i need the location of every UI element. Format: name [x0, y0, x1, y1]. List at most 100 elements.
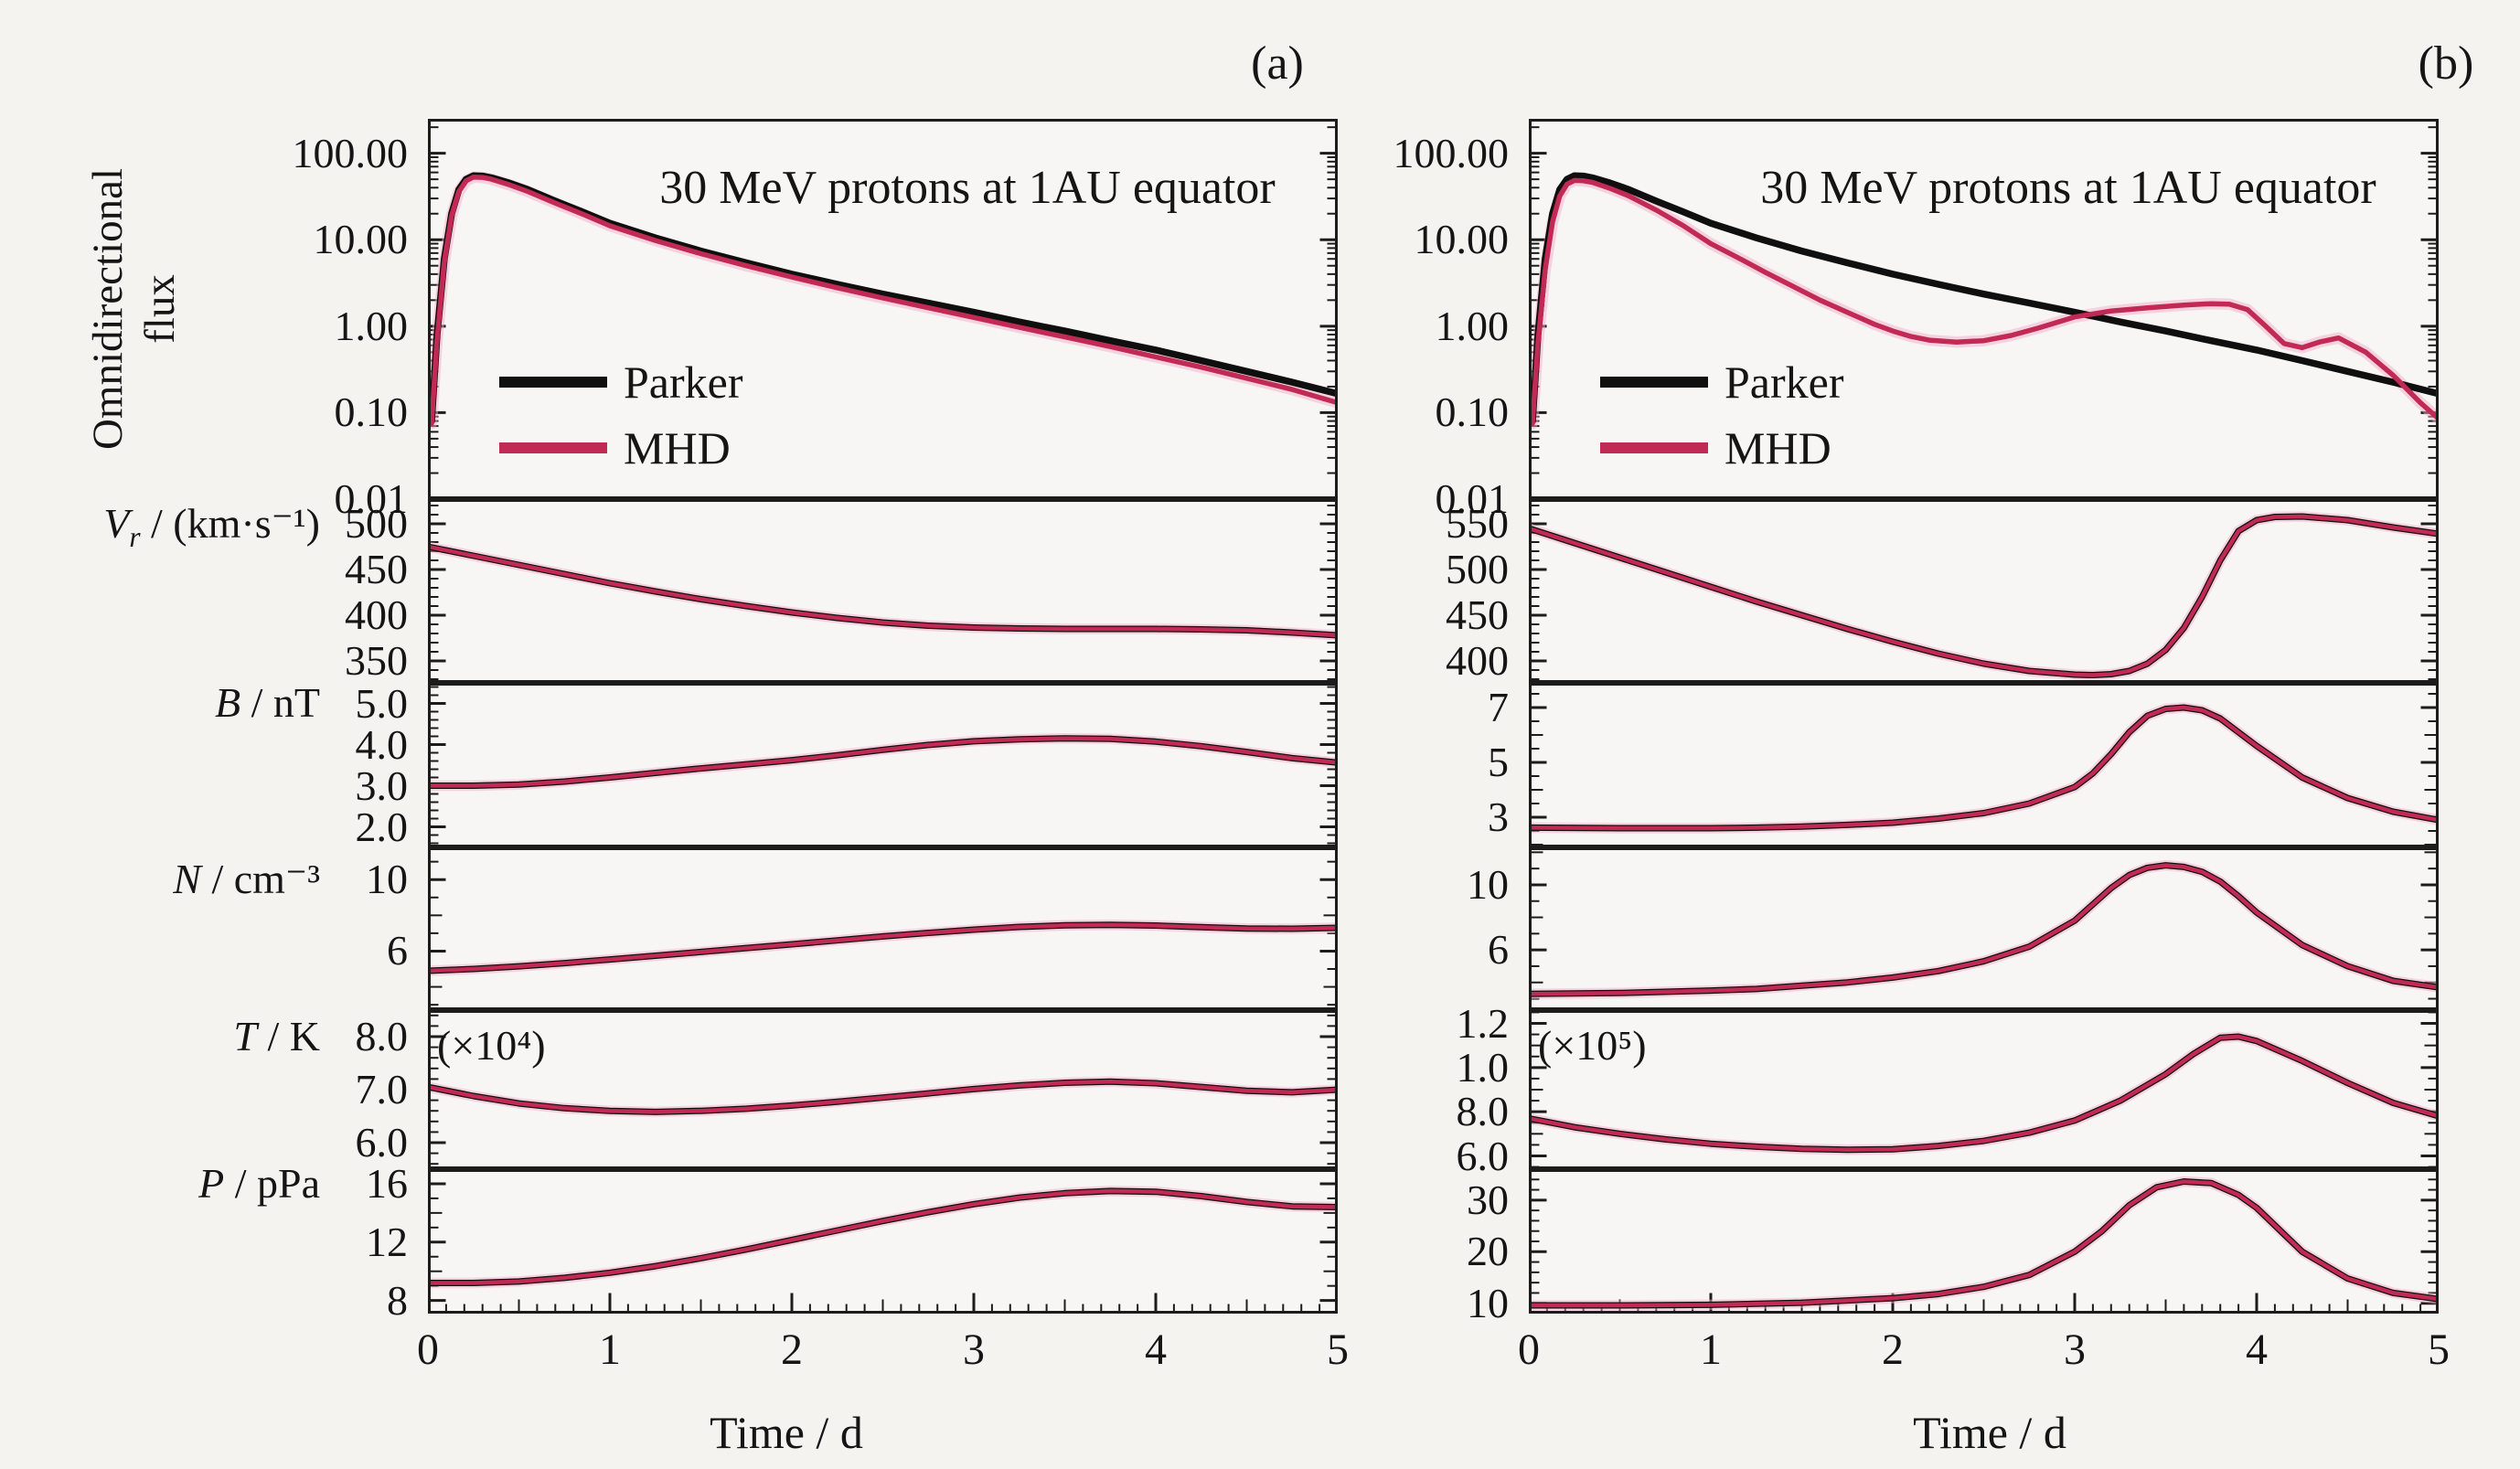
panel-a-b [428, 683, 1338, 847]
y-axis-label-vr: Vr / (km·s⁻¹) [55, 499, 320, 562]
x-ticks [428, 1293, 1338, 1312]
panel-border [428, 683, 1338, 847]
y-tick-label: 10 [1467, 860, 1509, 908]
x-tick-label: 5 [1327, 1325, 1349, 1374]
y-ticks [430, 505, 1336, 680]
y-tick-label: 1.0 [1456, 1043, 1510, 1091]
y-tick-label: 3.0 [355, 761, 409, 809]
y-tick-label: 2.0 [355, 803, 409, 850]
panel-a-t: (×10⁴) [428, 1010, 1338, 1169]
curves [428, 1076, 1338, 1118]
y-tick-label: 3 [1488, 793, 1509, 840]
mhd-curve [1529, 514, 2439, 677]
mhd-curve [1530, 177, 2439, 426]
y-ticks [430, 686, 1336, 845]
panel-border [428, 499, 1338, 683]
y-ticks [1531, 693, 2437, 846]
y-tick-label: 30 [1467, 1176, 1509, 1223]
flux-y-axis-title: Omnidirectional flux [82, 80, 192, 538]
y-tick-label: 4.0 [355, 720, 409, 768]
x-tick-label: 4 [2246, 1325, 2268, 1374]
curves [428, 1186, 1338, 1289]
x-tick-labels-b: 0 1 2 3 4 5 [1518, 1325, 2450, 1380]
panel-a-label: (a) [1251, 37, 1304, 90]
panel-b-flux: 30 MeV protons at 1AU equator Parker MHD [1529, 119, 2439, 499]
y-tick-label: 450 [1446, 591, 1509, 638]
p-symbol: P [198, 1160, 225, 1207]
y-tick-label: 1.00 [334, 302, 409, 349]
panel-b-b [1529, 683, 2439, 847]
curves [1529, 172, 2439, 430]
mhd-curve [428, 736, 1338, 788]
x-tick-label: 3 [2064, 1325, 2086, 1374]
mhd-curve [428, 1080, 1338, 1114]
panel-border [1529, 683, 2439, 847]
mhd-curve [1529, 1179, 2439, 1308]
panel-title: 30 MeV protons at 1AU equator [1760, 162, 2376, 214]
y-tick-labels-b-n: 10 6 [1355, 847, 1516, 1010]
legend-mhd-label: MHD [624, 422, 731, 474]
y-tick-label: 10.00 [313, 216, 409, 263]
t-units: / K [257, 1013, 321, 1059]
vr-units: / (km·s⁻¹) [140, 500, 320, 547]
scale-annotation: (×10⁵) [1538, 1022, 1647, 1069]
x-tick-label: 0 [417, 1325, 439, 1374]
curves [428, 919, 1338, 976]
y-tick-label: 20 [1467, 1228, 1509, 1275]
y-tick-label: 16 [366, 1159, 408, 1207]
y-tick-label: 12 [366, 1218, 408, 1265]
panel-background [1529, 847, 2439, 1010]
y-axis-label-p: P / pPa [55, 1159, 320, 1222]
x-axis-label-a: Time / d [710, 1407, 863, 1458]
y-axis-label-n: N / cm⁻³ [55, 855, 320, 918]
x-tick-label: 5 [2428, 1325, 2450, 1374]
y-tick-label: 0.10 [334, 389, 409, 436]
y-tick-label: 7 [1488, 684, 1509, 730]
y-tick-label: 10 [1467, 1279, 1509, 1326]
panel-background [1529, 683, 2439, 847]
y-tick-label: 7.0 [355, 1066, 409, 1112]
y-tick-label: 6 [387, 927, 408, 974]
x-tick-label: 3 [963, 1325, 985, 1374]
y-tick-label: 10.00 [1414, 216, 1510, 263]
y-ticks [1531, 126, 2437, 474]
y-tick-label: 400 [345, 591, 408, 638]
y-tick-label: 1.2 [1456, 999, 1510, 1047]
curves [1529, 702, 2439, 834]
y-ticks [1531, 505, 2437, 680]
y-tick-labels-a-t: 8.0 7.0 6.0 [254, 1010, 415, 1169]
mhd-curve [428, 1188, 1338, 1285]
x-tick-label: 2 [1882, 1325, 1904, 1374]
panel-background [428, 499, 1338, 683]
legend: Parker MHD [1600, 357, 1844, 474]
flux-y-axis-title-line1: Omnidirectional [84, 167, 132, 451]
x-tick-label: 1 [1700, 1325, 1722, 1374]
panel-a-flux: 30 MeV protons at 1AU equator Parker MHD [428, 119, 1338, 499]
panel-background [428, 1169, 1338, 1314]
panel-b-vr [1529, 499, 2439, 683]
y-tick-labels-b-flux: 100.00 10.00 1.00 0.10 0.01 [1355, 119, 1516, 522]
vr-subscript: r [129, 521, 141, 554]
y-tick-labels-a-p: 16 12 8 [254, 1160, 415, 1324]
x-axis-label-b: Time / d [1913, 1407, 2066, 1458]
y-tick-labels-a-vr: 500 450 400 350 [254, 499, 415, 684]
panel-title: 30 MeV protons at 1AU equator [659, 162, 1276, 214]
y-tick-labels-b-p: 30 20 10 [1355, 1169, 1516, 1326]
mhd-curve [429, 174, 1338, 426]
n-symbol: N [173, 856, 201, 902]
y-tick-label: 6 [1488, 926, 1509, 974]
panel-a-vr [428, 499, 1338, 683]
panel-border [428, 1169, 1338, 1314]
curves [1529, 1176, 2439, 1311]
y-tick-labels-a-b: 5.0 4.0 3.0 2.0 [254, 680, 415, 850]
y-tick-label: 100.00 [1393, 129, 1510, 176]
b-units: / nT [240, 679, 320, 726]
y-tick-label: 5.0 [355, 679, 409, 727]
y-tick-label: 500 [1446, 546, 1509, 592]
b-symbol: B [215, 679, 241, 726]
y-tick-label: 6.0 [355, 1119, 409, 1166]
y-tick-labels-b-t: 1.2 1.0 8.0 6.0 [1355, 1000, 1516, 1179]
t-symbol: T [233, 1013, 257, 1059]
panel-a-n [428, 847, 1338, 1010]
